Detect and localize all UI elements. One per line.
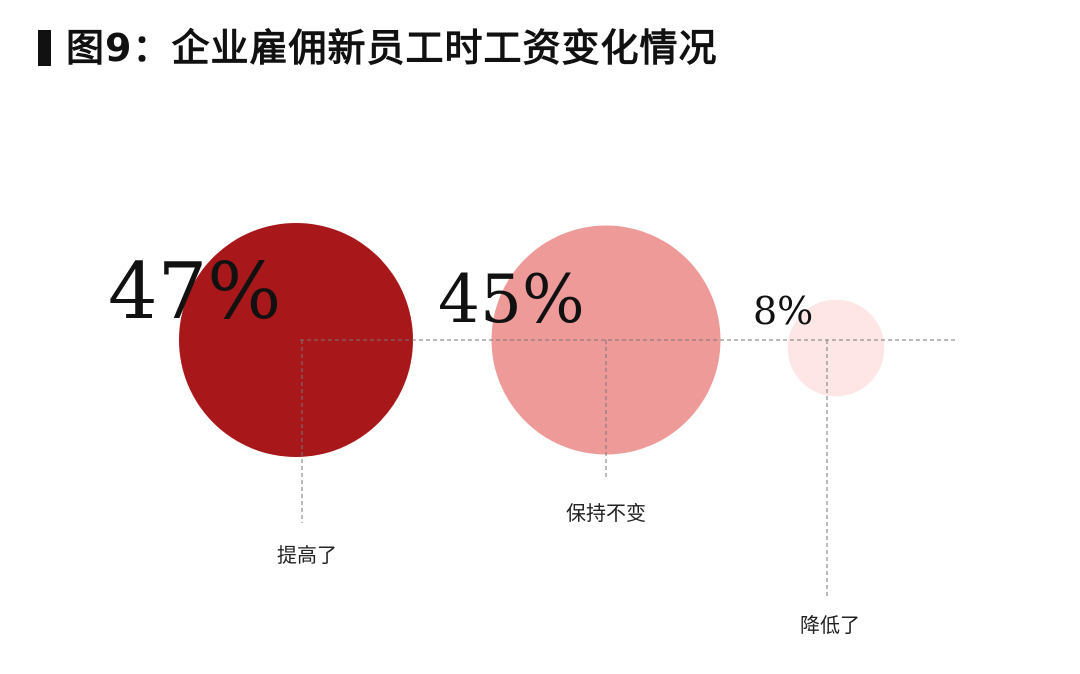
value-label-1: 47% — [108, 247, 281, 337]
title-marker — [38, 30, 51, 66]
bubble-1 — [179, 223, 413, 457]
value-label-3: 8% — [753, 289, 813, 333]
chart-title: 图9：企业雇佣新员工时工资变化情况 — [66, 26, 718, 70]
value-label-2: 45% — [438, 261, 585, 338]
bubble-3 — [787, 299, 885, 397]
category-label-1: 提高了 — [277, 543, 337, 567]
category-label-2: 保持不变 — [566, 501, 646, 525]
category-label-3: 降低了 — [800, 613, 860, 637]
